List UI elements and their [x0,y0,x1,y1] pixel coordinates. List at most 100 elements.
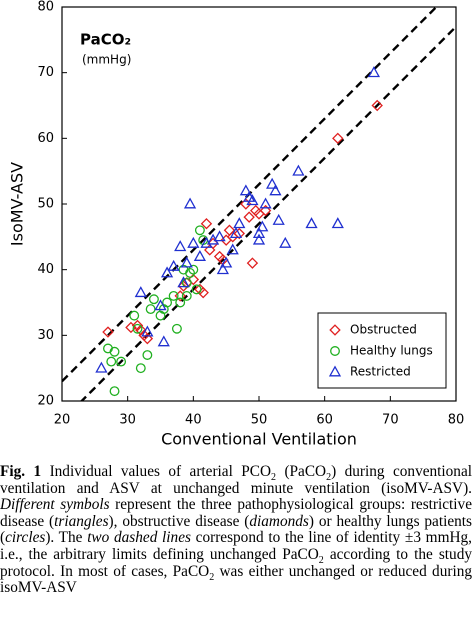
x-tick-label: 70 [382,413,399,428]
x-tick-label: 60 [316,413,333,428]
point [233,217,246,229]
caption-text: diamonds [249,512,309,530]
x-tick-label: 30 [119,413,136,428]
point [132,323,143,334]
legend-marker [330,346,340,356]
point [239,184,252,196]
point [200,217,213,230]
caption-text: 2 [209,571,215,583]
point [95,361,108,373]
x-tick-label: 80 [448,413,465,428]
point [171,323,182,334]
legend-label: Healthy lungs [350,344,433,358]
point [259,197,272,209]
legend-label: Obstructed [350,323,417,337]
point [131,319,144,332]
caption-label: Fig. 1 [0,463,42,480]
point [243,211,255,223]
caption-text: circles [5,529,46,547]
point [145,304,156,315]
point [188,264,199,275]
point [253,208,265,220]
point [141,332,154,345]
point [191,284,202,295]
point [181,290,192,301]
chart-subtitle: (mmHg) [82,53,131,67]
point [194,225,205,236]
point [135,363,146,374]
point [116,356,127,367]
reference-line [80,25,456,401]
caption-text: ) or healthy lungs patients ( [0,512,472,547]
point [279,236,292,248]
caption-text: ), obstructive disease ( [108,512,250,530]
point [249,204,262,217]
y-axis-label: IsoMV-ASV [8,162,27,246]
caption: Fig. 1 Individual values of arterial PCO… [0,463,473,597]
y-tick-label: 20 [37,394,54,409]
point [216,263,229,275]
point [332,132,344,145]
y-tick-label: 60 [37,131,54,146]
point [183,197,197,209]
point [180,256,193,268]
point [134,286,147,298]
caption-text: was either unchanged or reduced during i… [0,562,472,597]
caption-text: ). The [45,529,88,547]
point [168,290,179,301]
point [157,335,170,347]
point [367,66,381,78]
caption-text: 2 [271,472,277,484]
point [371,99,383,112]
point [229,227,243,238]
caption-text: (PaCO [276,463,327,480]
point [174,240,187,252]
caption-text: ) during conventional ventilation and AS… [0,463,472,497]
point [305,217,318,229]
point [102,326,114,338]
legend-marker [328,365,342,377]
x-tick-label: 50 [251,413,268,428]
point [226,243,239,255]
point [109,386,120,397]
point [141,325,154,337]
y-tick-label: 40 [37,262,54,277]
point [160,266,174,278]
point [252,227,266,238]
point [246,257,259,269]
point [259,204,272,217]
caption-text: according to the study protocol. In most… [0,545,473,580]
point [177,276,190,288]
legend-label: Restricted [350,365,411,379]
caption-text: Individual values of arterial PCO [41,463,272,480]
point [187,236,200,248]
point [154,299,167,311]
legend: Obstructed Healthy lungs Restricted [317,312,447,389]
point [331,217,344,229]
caption-text: Different symbols [0,496,110,514]
caption-text: correspond to the line of identity ±3 mm… [0,529,472,563]
point [187,273,200,286]
x-tick-label: 40 [185,413,202,428]
point [185,268,196,278]
legend-marker [329,324,341,336]
plot-area [62,7,456,401]
chart: PaCO₂ (mmHg) Conventional Ventilation Is… [8,0,465,449]
point [252,233,266,245]
y-tick-label: 80 [37,0,54,15]
point [233,227,246,240]
caption-text: triangles [54,512,109,530]
caption-text: two dashed lines [87,529,191,547]
point [129,310,140,321]
point [292,164,305,176]
point [135,324,147,336]
chart-title: PaCO₂ [80,31,131,49]
y-tick-label: 70 [37,65,54,80]
point [197,286,209,299]
x-tick-label: 20 [54,413,71,428]
point [106,356,117,367]
y-tick-label: 50 [37,197,54,212]
point [174,290,186,302]
point [269,184,282,196]
